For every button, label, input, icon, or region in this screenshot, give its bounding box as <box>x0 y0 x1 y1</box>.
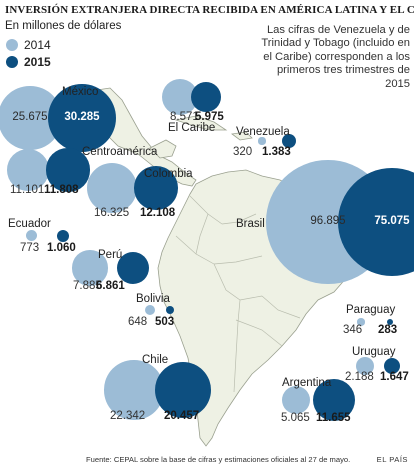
source-note: Fuente: CEPAL sobre la base de cifras y … <box>86 455 351 464</box>
value-chile-2014: 22.342 <box>110 410 146 422</box>
publisher-brand: EL PAÍS <box>376 455 408 464</box>
value-bolivia-2014: 648 <box>128 316 148 328</box>
legend-label-2015: 2015 <box>24 55 51 69</box>
country-name-caribe: El Caribe <box>168 122 216 134</box>
bubble-mexico-2015 <box>47 83 117 153</box>
value-venezuela-2015: 1.383 <box>262 146 291 158</box>
value-brasil-2014: 96.895 <box>310 215 346 227</box>
legend-item-2015: 2015 <box>6 55 51 69</box>
country-name-ecuador: Ecuador <box>8 218 51 230</box>
value-uruguay-2015: 1.647 <box>380 371 409 383</box>
value-argentina-2014: 5.065 <box>281 412 310 424</box>
bubble-centroamerica-2014 <box>7 149 49 191</box>
country-name-chile: Chile <box>142 354 169 366</box>
bubble-peru-2015 <box>116 251 150 285</box>
legend-label-2014: 2014 <box>24 38 51 52</box>
bubble-colombia-2015 <box>134 166 178 210</box>
value-peru-2015: 6.861 <box>96 280 125 292</box>
value-centroamerica-2015: 11.808 <box>44 184 79 196</box>
value-ecuador-2015: 1.060 <box>47 242 76 254</box>
country-name-paraguay: Paraguay <box>346 304 396 316</box>
country-name-colombia: Colombia <box>144 168 193 180</box>
value-paraguay-2014: 346 <box>343 324 363 336</box>
chart-subtitle: En millones de dólares <box>5 20 122 32</box>
chart-title: INVERSIÓN EXTRANJERA DIRECTA RECIBIDA EN… <box>5 4 414 16</box>
bubble-bolivia-2014 <box>144 304 156 316</box>
bubble-caribe-2015 <box>190 81 222 113</box>
bubble-venezuela-2015 <box>281 133 297 149</box>
value-brasil-2015: 75.075 <box>374 215 410 227</box>
value-mexico-2015: 30.285 <box>64 111 100 123</box>
bubble-ecuador-2015 <box>56 229 70 243</box>
bubble-colombia-2014 <box>86 162 138 214</box>
country-name-venezuela: Venezuela <box>236 126 290 138</box>
value-uruguay-2014: 2.188 <box>345 371 374 383</box>
bubble-ecuador-2014 <box>26 230 38 242</box>
value-paraguay-2015: 283 <box>378 324 398 336</box>
country-name-centroamerica: Centroamérica <box>82 146 158 158</box>
legend-swatch-2014 <box>6 39 18 51</box>
legend-item-2014: 2014 <box>6 38 51 52</box>
value-chile-2015: 20.457 <box>164 410 200 422</box>
value-peru-2014: 7.885 <box>73 280 102 292</box>
bubble-bolivia-2015 <box>165 305 175 315</box>
hispaniola-island <box>230 131 253 141</box>
bubble-argentina-2014 <box>281 385 311 415</box>
value-ecuador-2014: 773 <box>20 242 40 254</box>
bubble-peru-2014 <box>72 250 108 286</box>
value-centroamerica-2014: 11.101 <box>10 184 45 196</box>
yucatan-peninsula <box>149 139 177 159</box>
bubble-argentina-2015 <box>312 378 356 422</box>
cuba-island <box>174 115 228 131</box>
country-name-argentina: Argentina <box>282 377 332 389</box>
bubble-venezuela-2014 <box>258 137 266 145</box>
footnote-venezuela-trinidad: Las cifras de Venezuela y de Trinidad y … <box>261 24 410 90</box>
value-caribe-2014: 8.571 <box>170 111 199 123</box>
bubble-centroamerica-2015 <box>46 148 90 192</box>
country-name-bolivia: Bolivia <box>136 293 170 305</box>
value-argentina-2015: 11.655 <box>316 412 351 424</box>
country-name-peru: Perú <box>98 249 123 261</box>
legend-swatch-2015 <box>6 56 18 68</box>
bubble-paraguay-2014 <box>357 318 365 326</box>
value-mexico-2014: 25.675 <box>12 111 48 123</box>
country-name-uruguay: Uruguay <box>352 346 396 358</box>
country-name-brasil: Brasil <box>236 218 265 230</box>
value-colombia-2014: 16.325 <box>94 207 130 219</box>
value-colombia-2015: 12.108 <box>140 207 176 219</box>
value-venezuela-2014: 320 <box>233 146 253 158</box>
bubble-paraguay-2015 <box>386 318 394 326</box>
value-bolivia-2015: 503 <box>155 316 175 328</box>
country-borders <box>175 195 301 393</box>
bubble-uruguay-2015 <box>383 357 401 375</box>
bubble-chile-2015 <box>154 361 212 419</box>
value-caribe-2015: 5.975 <box>195 111 224 123</box>
country-name-mexico: México <box>62 86 99 98</box>
bubble-chile-2014 <box>104 360 164 420</box>
bubble-uruguay-2014 <box>355 356 375 376</box>
